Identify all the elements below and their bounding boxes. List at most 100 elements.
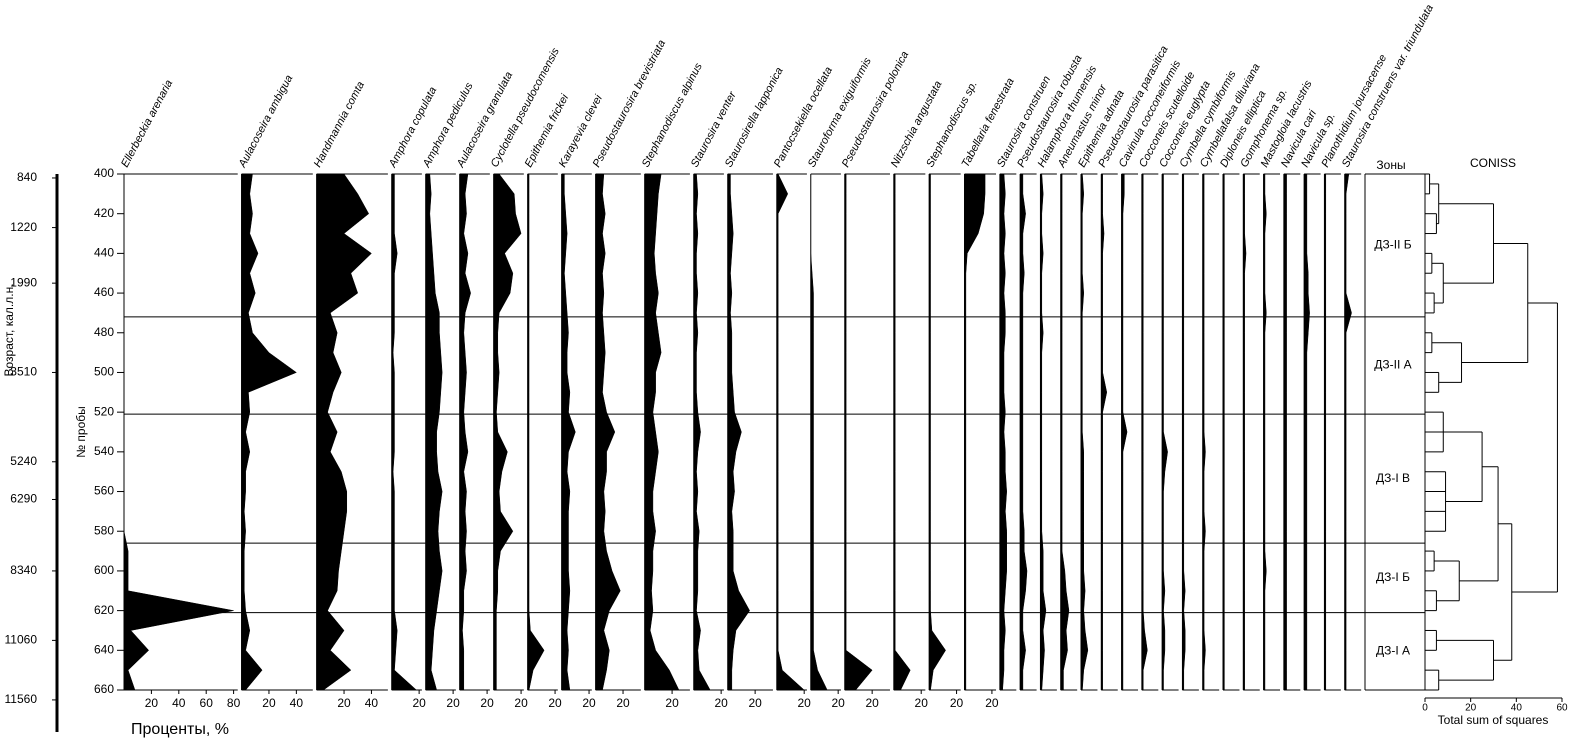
x-tick-label: 20 [665,696,679,710]
taxon-curve [1202,173,1206,691]
x-tick-label: 40 [172,696,186,710]
x-tick-label: 20 [865,696,879,710]
x-tick-label: 20 [616,696,630,710]
taxon-curve [928,173,946,691]
coniss-x-label: Total sum of squares [1438,713,1549,727]
age-tick-label: 1220 [10,220,37,234]
taxon-curve [999,173,1007,691]
taxon-curve [776,173,805,691]
taxon-curve [1080,173,1089,691]
age-tick-label: 11560 [5,692,38,706]
coniss-tick-label: 40 [1511,703,1523,714]
y-tick-label: 580 [94,523,114,537]
x-tick-label: 40 [290,696,304,710]
age-tick-label: 5240 [10,454,37,468]
y-tick-label: 480 [94,325,114,339]
zone-label: ДЗ-I Б [1376,570,1410,584]
x-tick-label: 20 [337,696,351,710]
taxon-curve [425,173,443,691]
taxon-curve [1141,173,1148,691]
age-tick-label: 11060 [5,633,38,647]
taxon-curve [1263,173,1267,691]
x-tick-label: 20 [798,696,812,710]
x-tick-label: 20 [262,696,276,710]
taxon-curve [1040,173,1047,691]
x-tick-label: 20 [831,696,845,710]
taxon-name: Stauroforma exiguiformis [806,55,874,169]
y-axis-label: № пробы [74,406,88,458]
y-tick-label: 560 [94,484,114,498]
taxon-curve [693,173,711,691]
taxon-curve [595,173,621,691]
taxon-curve [1303,173,1310,691]
taxon-curve [561,173,576,691]
taxon-curve [644,173,680,691]
taxon-curve [893,173,911,691]
x-tick-label: 20 [446,696,460,710]
taxon-curve [493,173,522,691]
y-tick-label: 440 [94,246,114,260]
x-tick-label: 20 [412,696,426,710]
taxon-curve [1283,173,1287,691]
x-tick-label: 20 [548,696,562,710]
zone-label: ДЗ-II А [1374,358,1411,372]
zones-title: Зоны [1376,158,1405,172]
age-tick-label: 3510 [10,365,37,379]
taxon-curve [727,173,750,691]
taxon-curve [1161,173,1168,691]
x-tick-label: 20 [145,696,159,710]
taxon-curve [810,174,828,691]
coniss-tick-label: 0 [1422,703,1428,714]
taxon-name: Cyclotella pseudocomensis [489,46,562,170]
y-tick-label: 500 [94,365,114,379]
y-tick-label: 660 [94,682,114,696]
taxon-name: Aulacoseira ambigua [236,73,295,170]
taxon-curve [1060,173,1070,691]
x-tick-label: 40 [365,696,379,710]
taxon-curve [527,173,545,691]
y-tick-label: 420 [94,206,114,220]
taxon-curve [1243,173,1247,691]
taxon-curve [241,173,297,691]
coniss-tick-label: 60 [1556,703,1568,714]
y-tick-label: 640 [94,642,114,656]
zone-label: ДЗ-I А [1376,643,1410,657]
y-tick-label: 620 [94,603,114,617]
coniss-title: CONISS [1470,156,1516,170]
taxon-curve [391,173,418,691]
y-tick-label: 460 [94,285,114,299]
coniss-tick-label: 20 [1465,703,1477,714]
zone-label: ДЗ-II Б [1374,238,1411,252]
taxon-curve [1182,173,1186,691]
x-tick-label: 60 [200,696,214,710]
taxon-curve [1121,173,1128,691]
age-tick-label: 840 [17,170,37,184]
y-tick-label: 600 [94,563,114,577]
x-tick-label: 20 [985,696,999,710]
x-tick-label: 20 [950,696,964,710]
age-tick-label: 6290 [10,492,37,506]
taxon-curve [1019,173,1028,691]
taxon-name: Ellerbeckia arenaria [119,78,175,169]
zone-label: ДЗ-I В [1376,471,1410,485]
y-tick-label: 520 [94,404,114,418]
x-tick-label: 20 [748,696,762,710]
y-tick-label: 540 [94,444,114,458]
taxon-curve [459,173,471,691]
taxon-curve [316,173,372,691]
taxon-curve [1344,173,1352,691]
taxon-curve [964,173,986,691]
x-tick-label: 20 [480,696,494,710]
age-axis-label: Возраст, кал.л.н. [2,283,16,376]
taxon-curve [1101,173,1108,691]
age-tick-label: 8340 [10,563,37,577]
taxon-name: Staurosira construens var. triundulata [1340,3,1436,170]
taxon-name: Pantocsekiella ocellata [772,65,835,169]
x-tick-label: 20 [714,696,728,710]
x-tick-label: 20 [915,696,929,710]
taxon-name: Handmannia comta [312,80,367,170]
x-axis-label: Проценты, % [131,721,229,738]
x-tick-label: 80 [227,696,241,710]
taxon-curve [844,173,873,691]
